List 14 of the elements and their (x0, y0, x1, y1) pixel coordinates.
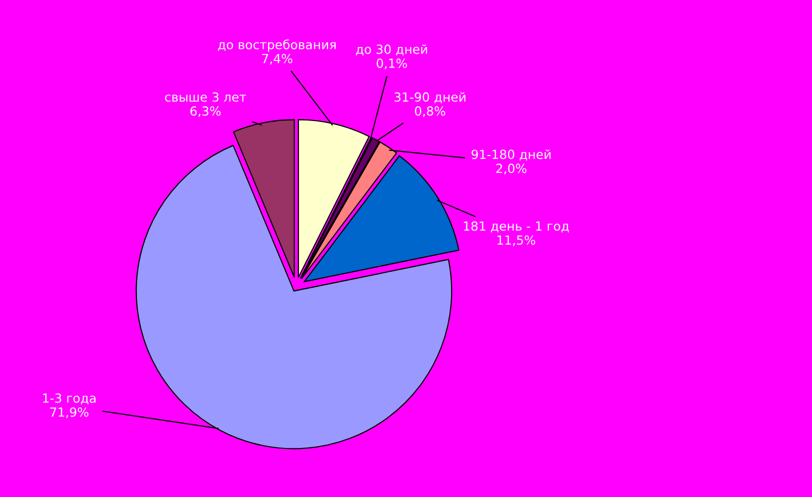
data-label: 7,4% (262, 54, 292, 65)
slice-label: до 30 дней (356, 44, 428, 56)
data-label: 71,9% (50, 407, 88, 418)
data-label: 2,0% (496, 164, 526, 174)
slice-label: 181 день - 1 год (464, 221, 569, 232)
slice-label: 31-90 дней (394, 92, 466, 104)
slice-label: свыше 3 лет (165, 92, 246, 102)
data-label: 11,5% (498, 235, 536, 246)
slice-label: 1-3 года (43, 393, 96, 404)
slice-label: до востребования (218, 39, 336, 52)
data-label: 6,3% (190, 106, 221, 118)
data-label: 0,8% (414, 106, 446, 118)
slice-label: 91-180 дней (472, 149, 551, 161)
data-label: 0,1% (376, 58, 407, 70)
